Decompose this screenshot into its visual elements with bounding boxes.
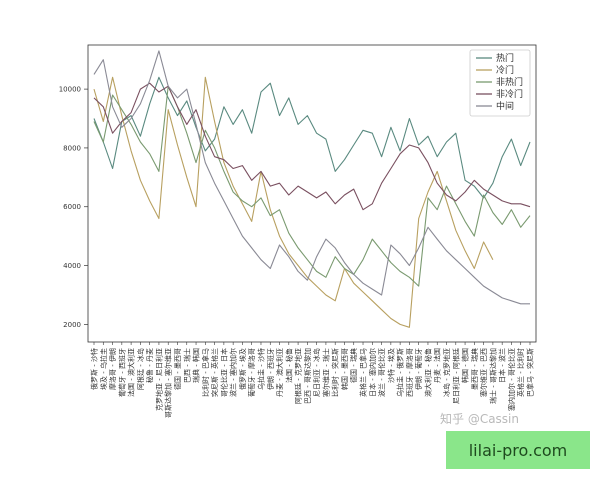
- x-tick-label: 哥伦比亚 - 日本: [219, 348, 228, 397]
- x-tick-label: 德国 - 瑞典: [349, 348, 358, 383]
- x-tick-label: 西班牙 - 摩洛哥: [405, 348, 414, 397]
- series-line-5: [93, 50, 530, 305]
- x-tick-label: 沙特 - 埃及: [386, 348, 395, 383]
- x-tick-label: 伊朗 - 葡萄牙: [414, 348, 423, 390]
- series-line-3: [93, 85, 531, 287]
- legend-label: 热门: [496, 52, 514, 64]
- x-axis: 俄罗斯 - 沙特 埃及 - 乌拉圭 摩洛哥 - 伊朗 葡萄牙 - 西班牙 法国 - 澳大…: [90, 342, 535, 418]
- x-tick-label: 伊朗 - 西班牙: [266, 348, 275, 390]
- series-line-2: [93, 76, 494, 328]
- x-tick-label: 埃及 - 乌拉圭: [99, 348, 108, 390]
- legend-label: 非热门: [496, 76, 523, 88]
- x-tick-label: 葡萄牙 - 摩洛哥: [247, 348, 256, 397]
- plot-border: [87, 44, 537, 343]
- site-badge[interactable]: lilai-pro.com: [446, 431, 590, 469]
- series-line-1: [93, 76, 531, 199]
- x-tick-label: 英格兰 - 巴拿马: [359, 348, 368, 397]
- legend-label: 冷门: [496, 64, 514, 76]
- y-tick-label: 2000: [63, 321, 81, 329]
- x-tick-label: 墨西哥 - 瑞典: [470, 348, 479, 390]
- x-tick-label: 法国 - 秘鲁: [284, 348, 293, 383]
- x-tick-label: 塞尔维亚 - 瑞士: [321, 348, 330, 397]
- y-tick-label: 4000: [63, 262, 81, 270]
- x-tick-label: 法国 - 澳大利亚: [127, 348, 136, 397]
- x-tick-label: 瑞典 - 韩国: [192, 348, 201, 383]
- y-tick-label: 6000: [63, 203, 81, 211]
- x-tick-label: 比利时 - 突尼斯: [331, 348, 340, 397]
- series-lines: [93, 50, 531, 328]
- x-tick-label: 韩国 - 德国: [461, 348, 470, 383]
- x-tick-label: 秘鲁 - 丹麦: [145, 348, 154, 383]
- x-tick-label: 丹麦 - 法国: [433, 348, 442, 383]
- x-tick-label: 英格兰 - 比利时: [516, 348, 525, 397]
- series-line-4: [93, 82, 531, 211]
- x-tick-label: 巴西 - 瑞士: [182, 348, 191, 383]
- x-tick-label: 俄罗斯 - 埃及: [238, 348, 247, 390]
- x-tick-label: 日本 - 波兰: [498, 348, 507, 383]
- x-tick-label: 波兰 - 塞内加尔: [229, 348, 238, 397]
- x-tick-label: 葡萄牙 - 西班牙: [117, 348, 126, 397]
- x-tick-label: 比利时 - 巴拿马: [201, 348, 210, 397]
- x-tick-label: 巴西 - 哥斯达黎加: [303, 348, 312, 404]
- x-tick-label: 乌拉圭 - 俄罗斯: [396, 348, 405, 397]
- x-tick-label: 瑞士 - 哥斯达黎加: [488, 348, 497, 404]
- x-tick-label: 韩国 - 墨西哥: [340, 348, 349, 390]
- x-tick-label: 波兰 - 哥伦比亚: [377, 348, 386, 397]
- x-tick-label: 尼日利亚 - 冰岛: [312, 348, 321, 397]
- x-tick-label: 摩洛哥 - 伊朗: [108, 348, 117, 390]
- x-tick-label: 尼日利亚 - 阿根廷: [451, 348, 460, 404]
- y-tick-label: 8000: [63, 144, 81, 152]
- x-tick-label: 阿根廷 - 冰岛: [136, 348, 145, 390]
- x-tick-label: 塞尔维亚 - 巴西: [479, 348, 488, 397]
- legend-label: 中间: [496, 100, 514, 112]
- x-tick-label: 德国 - 墨西哥: [173, 348, 182, 390]
- x-tick-label: 俄罗斯 - 沙特: [90, 348, 99, 390]
- watermark: 知乎 @Cassin: [440, 412, 519, 426]
- x-tick-label: 冰岛 - 克罗地亚: [442, 348, 451, 397]
- legend-label: 非冷门: [496, 88, 523, 100]
- x-tick-label: 丹麦 - 澳大利亚: [275, 348, 284, 397]
- plot-area: [87, 44, 537, 343]
- x-tick-label: 乌拉圭 - 沙特: [256, 348, 265, 390]
- x-tick-label: 哥斯达黎加 - 塞尔维亚: [164, 348, 173, 418]
- legend-box: [469, 49, 531, 117]
- y-tick-label: 10000: [59, 86, 81, 94]
- x-tick-label: 澳大利亚 - 秘鲁: [423, 348, 432, 397]
- x-tick-label: 日本 - 塞内加尔: [368, 348, 377, 397]
- y-axis: 2000 4000 6000 8000 10000: [59, 86, 88, 329]
- x-tick-label: 巴拿马 - 突尼斯: [526, 348, 535, 397]
- x-tick-label: 塞内加尔 - 哥伦比亚: [507, 348, 516, 411]
- x-tick-label: 阿根廷 - 克罗地亚: [294, 348, 303, 404]
- x-tick-label: 克罗地亚 - 尼日利亚: [154, 348, 163, 411]
- x-tick-label: 突尼斯 - 英格兰: [210, 348, 219, 397]
